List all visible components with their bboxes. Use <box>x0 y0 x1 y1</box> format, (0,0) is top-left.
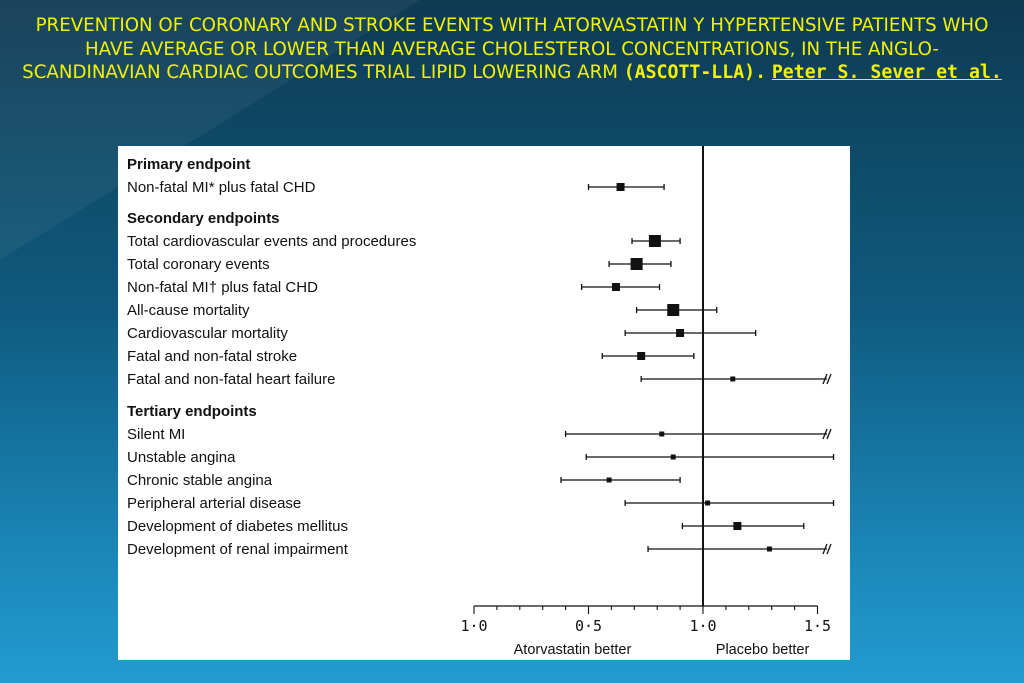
row-label: Non-fatal MI* plus fatal CHD <box>127 179 316 196</box>
point-estimate <box>676 329 685 337</box>
point-estimate <box>648 235 661 247</box>
row-label: Peripheral arterial disease <box>127 495 301 512</box>
point-estimate <box>611 283 620 291</box>
point-estimate <box>705 500 711 506</box>
x-tick-label: 1·5 <box>804 617 831 635</box>
row-label: Fatal and non-fatal heart failure <box>127 371 335 388</box>
row-label: Unstable angina <box>127 449 236 466</box>
forest-plot-panel: Primary endpoint Non-fatal MI* plus fatal… <box>118 146 850 660</box>
row-label: Total cardiovascular events and procedur… <box>127 233 416 250</box>
row-label: Silent MI <box>127 426 185 443</box>
footer-right-label: Placebo better <box>716 642 810 658</box>
row-label: Cardiovascular mortality <box>127 325 288 342</box>
point-estimate <box>667 304 680 316</box>
footer-left-label: Atorvastatin better <box>514 642 632 658</box>
point-estimate <box>659 431 665 437</box>
title-main-text: PREVENTION OF CORONARY AND STROKE EVENTS… <box>22 15 989 83</box>
row-label: Chronic stable angina <box>127 472 273 489</box>
truncation-mark <box>822 373 828 385</box>
x-tick-label: 1·0 <box>689 617 716 635</box>
group-heading: Tertiary endpoints <box>127 403 257 420</box>
truncation-mark <box>826 428 832 440</box>
row-label: Non-fatal MI† plus fatal CHD <box>127 279 318 296</box>
point-estimate <box>730 376 736 382</box>
title-author: Peter S. Sever et al. <box>771 62 1002 83</box>
row-label: Total coronary events <box>127 256 270 273</box>
point-estimate <box>616 183 625 191</box>
x-tick-label: 1·0 <box>460 617 487 635</box>
row-label: All-cause mortality <box>127 302 250 319</box>
point-estimate <box>606 477 612 483</box>
truncation-mark <box>822 428 828 440</box>
point-estimate <box>733 522 742 530</box>
point-estimate <box>637 352 646 360</box>
row-label: Development of diabetes mellitus <box>127 518 348 535</box>
row-label: Development of renal impairment <box>127 541 349 558</box>
truncation-mark <box>826 543 832 555</box>
point-estimate <box>630 258 643 270</box>
group-heading: Secondary endpoints <box>127 210 280 227</box>
truncation-mark <box>822 543 828 555</box>
slide-title: PREVENTION OF CORONARY AND STROKE EVENTS… <box>20 14 1004 85</box>
forest-plot: Primary endpoint Non-fatal MI* plus fatal… <box>127 146 835 658</box>
row-label: Fatal and non-fatal stroke <box>127 348 297 365</box>
point-estimate <box>670 454 676 460</box>
point-estimate <box>766 546 772 552</box>
truncation-mark <box>826 373 832 385</box>
group-heading: Primary endpoint <box>127 156 250 173</box>
x-tick-label: 0·5 <box>575 617 602 635</box>
title-acronym: (ASCOTT-LLA). <box>623 62 767 83</box>
